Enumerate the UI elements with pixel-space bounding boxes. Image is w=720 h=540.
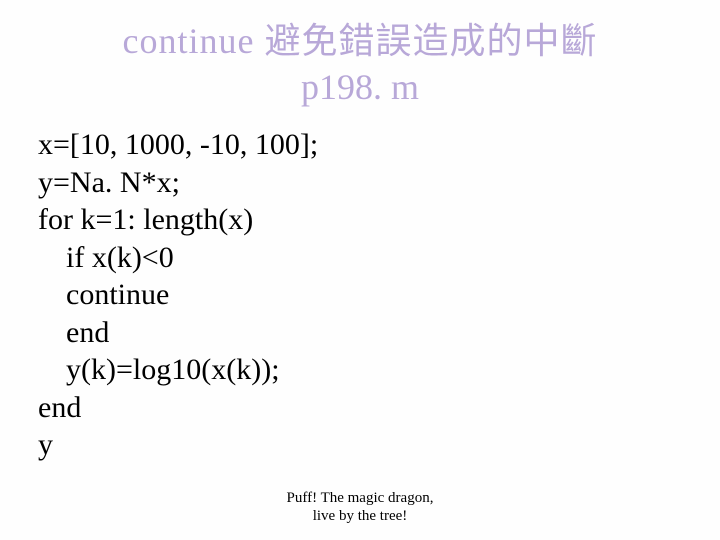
code-line: if x(k)<0 <box>38 239 720 277</box>
code-line: y(k)=log10(x(k)); <box>38 351 720 389</box>
code-line: for k=1: length(x) <box>38 201 720 239</box>
code-line: continue <box>38 276 720 314</box>
code-line: y=Na. N*x; <box>38 164 720 202</box>
code-block: x=[10, 1000, -10, 100]; y=Na. N*x; for k… <box>0 118 720 464</box>
code-line: end <box>38 314 720 352</box>
title-area: continue 避免錯誤造成的中斷 p198. m <box>0 0 720 118</box>
code-line: y <box>38 426 720 464</box>
footer-caption: Puff! The magic dragon, live by the tree… <box>0 489 720 527</box>
title-line2: p198. m <box>0 66 720 108</box>
title-line1: continue 避免錯誤造成的中斷 <box>0 12 720 64</box>
footer-line1: Puff! The magic dragon, <box>0 489 720 508</box>
footer-line2: live by the tree! <box>0 507 720 526</box>
code-line: end <box>38 389 720 427</box>
code-line: x=[10, 1000, -10, 100]; <box>38 126 720 164</box>
